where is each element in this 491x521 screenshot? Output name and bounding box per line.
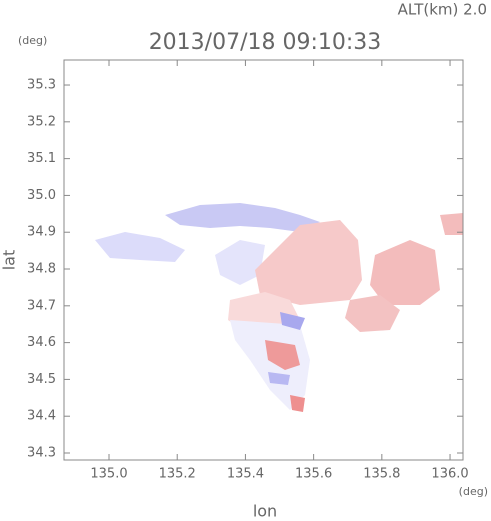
x-tick-label: 135.2 [159, 467, 196, 482]
y-tick-label: 34.6 [27, 335, 56, 350]
y-tick-label: 35.3 [27, 78, 56, 93]
blue-region [268, 372, 290, 385]
y-tick-label: 34.8 [27, 262, 56, 277]
y-tick-label: 35.1 [27, 151, 56, 166]
y-unit: (deg) [18, 34, 47, 47]
plot-frame [63, 59, 464, 461]
red-region [345, 295, 400, 332]
chart-title: 2013/07/18 09:10:33 [149, 30, 382, 55]
x-tick-label: 136.0 [431, 467, 468, 482]
red-region [290, 395, 305, 412]
red-region [440, 213, 463, 235]
red-region [265, 340, 300, 370]
x-tick-label: 135.4 [227, 467, 264, 482]
y-axis-label: lat [0, 250, 19, 271]
y-tick-label: 34.5 [27, 372, 56, 387]
y-tick-label: 34.3 [27, 446, 56, 461]
x-tick-label: 135.6 [295, 467, 332, 482]
red-region [255, 220, 362, 305]
mixed-region [230, 320, 310, 410]
blue-region [95, 232, 185, 262]
y-tick-label: 34.7 [27, 298, 56, 313]
subtitle: ALT(km) 2.0 [398, 1, 487, 19]
x-unit: (deg) [459, 485, 488, 498]
y-tick-label: 35.0 [27, 188, 56, 203]
y-tick-label: 35.2 [27, 114, 56, 129]
y-tick-label: 34.4 [27, 409, 56, 424]
y-tick-label: 34.9 [27, 225, 56, 240]
x-axis-label: lon [253, 502, 277, 521]
blue-region [165, 203, 320, 232]
blue-region [215, 240, 265, 285]
echo-field [95, 203, 463, 412]
blue-region [280, 312, 305, 330]
x-tick-label: 135.0 [90, 467, 127, 482]
x-tick-label: 135.8 [363, 467, 400, 482]
red-region [370, 240, 440, 305]
